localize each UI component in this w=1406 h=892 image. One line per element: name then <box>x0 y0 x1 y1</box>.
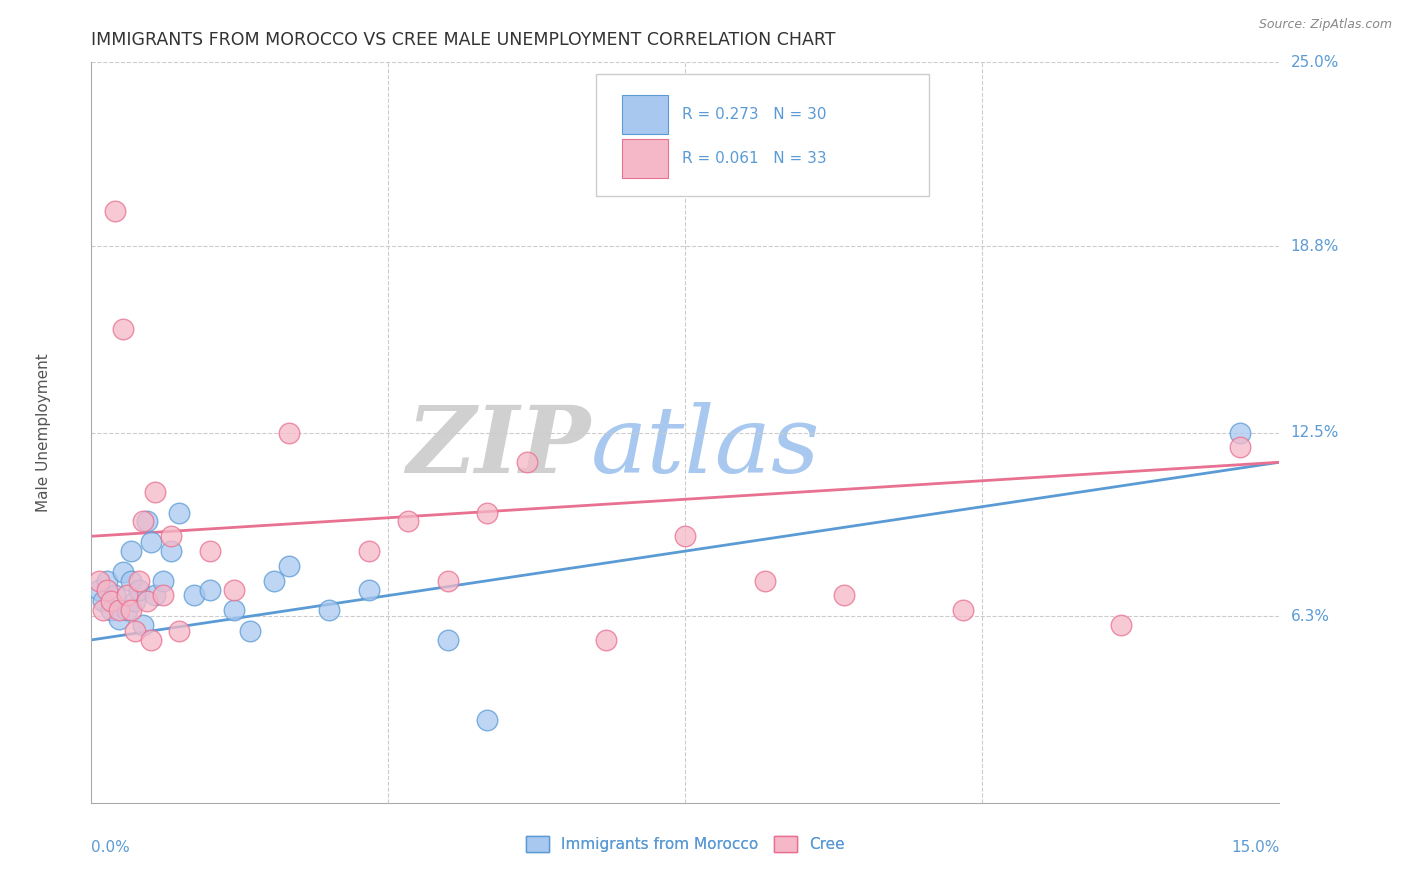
Point <box>91 603 114 617</box>
Point <box>120 544 142 558</box>
FancyBboxPatch shape <box>596 73 929 195</box>
Point <box>112 565 135 579</box>
Point <box>91 594 114 608</box>
Point <box>96 582 118 597</box>
Point <box>139 632 162 647</box>
Point <box>1229 441 1251 455</box>
Point <box>104 589 127 603</box>
Point <box>436 632 458 647</box>
Point <box>128 574 150 588</box>
Point <box>436 574 458 588</box>
Point <box>112 322 135 336</box>
Point <box>128 582 150 597</box>
Point <box>278 425 301 440</box>
Point <box>143 484 166 499</box>
FancyBboxPatch shape <box>623 139 668 178</box>
Point <box>159 529 181 543</box>
Point <box>135 515 157 529</box>
Text: Male Unemployment: Male Unemployment <box>37 353 52 512</box>
Point <box>198 582 221 597</box>
Text: R = 0.061   N = 33: R = 0.061 N = 33 <box>682 151 827 166</box>
Text: 15.0%: 15.0% <box>1232 840 1279 855</box>
Point <box>477 506 499 520</box>
Point <box>152 574 174 588</box>
Point <box>143 589 166 603</box>
Point <box>124 624 146 638</box>
Text: IMMIGRANTS FROM MOROCCO VS CREE MALE UNEMPLOYMENT CORRELATION CHART: IMMIGRANTS FROM MOROCCO VS CREE MALE UNE… <box>91 31 837 49</box>
Point <box>754 574 776 588</box>
Text: 25.0%: 25.0% <box>1291 55 1339 70</box>
Point <box>167 624 190 638</box>
Text: 12.5%: 12.5% <box>1291 425 1339 440</box>
Point <box>124 594 146 608</box>
Point <box>135 594 157 608</box>
Point <box>263 574 285 588</box>
Text: 6.3%: 6.3% <box>1291 608 1330 624</box>
Point <box>1109 618 1132 632</box>
FancyBboxPatch shape <box>623 95 668 134</box>
Text: R = 0.273   N = 30: R = 0.273 N = 30 <box>682 107 827 122</box>
Point <box>357 544 380 558</box>
Point <box>183 589 205 603</box>
Point <box>159 544 181 558</box>
Point <box>318 603 340 617</box>
Point <box>120 574 142 588</box>
Text: 18.8%: 18.8% <box>1291 238 1339 253</box>
Point <box>278 558 301 573</box>
Point <box>167 506 190 520</box>
Point <box>132 515 155 529</box>
Point <box>198 544 221 558</box>
Point <box>152 589 174 603</box>
Text: 0.0%: 0.0% <box>91 840 131 855</box>
Point <box>100 594 122 608</box>
Point <box>595 632 617 647</box>
Point <box>89 574 111 588</box>
Point <box>516 455 538 469</box>
Point <box>115 589 138 603</box>
Point <box>357 582 380 597</box>
Point <box>239 624 262 638</box>
Point <box>89 582 111 597</box>
Point <box>222 603 245 617</box>
Point <box>108 612 131 626</box>
Point <box>396 515 419 529</box>
Point <box>477 713 499 727</box>
Point <box>222 582 245 597</box>
Point <box>115 603 138 617</box>
Point <box>1229 425 1251 440</box>
Point <box>120 603 142 617</box>
Point <box>832 589 855 603</box>
Point <box>96 574 118 588</box>
Point <box>139 535 162 549</box>
Point <box>108 603 131 617</box>
Point <box>104 203 127 218</box>
Point <box>952 603 974 617</box>
Legend: Immigrants from Morocco, Cree: Immigrants from Morocco, Cree <box>520 830 851 858</box>
Point <box>100 603 122 617</box>
Text: Source: ZipAtlas.com: Source: ZipAtlas.com <box>1258 18 1392 31</box>
Text: atlas: atlas <box>591 402 820 492</box>
Point <box>673 529 696 543</box>
Text: ZIP: ZIP <box>406 402 591 492</box>
Point <box>132 618 155 632</box>
